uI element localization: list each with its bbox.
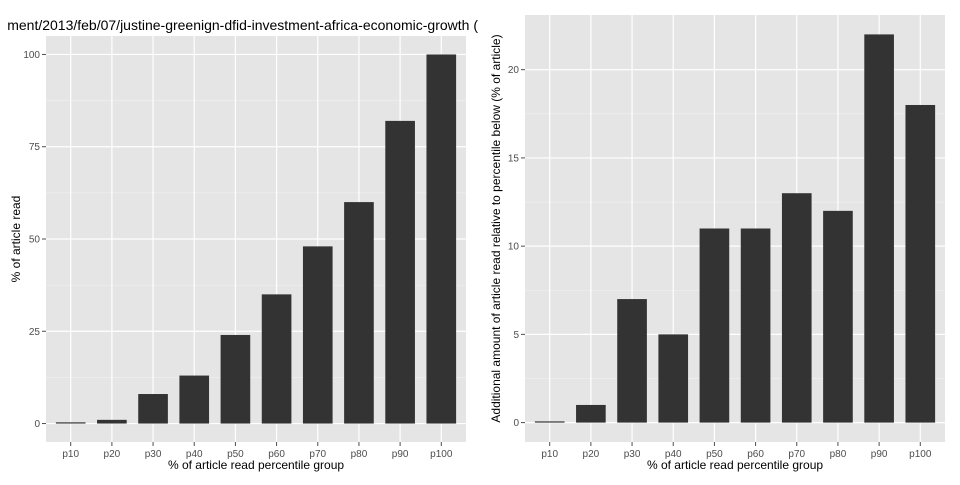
x-tick-label: p10	[62, 449, 79, 460]
x-tick-label: p70	[788, 449, 805, 460]
bar-p20	[97, 419, 127, 424]
x-tick-label: p50	[227, 449, 244, 460]
bar-p90	[864, 34, 894, 423]
x-tick-label: p10	[541, 449, 558, 460]
y-tick-label: 0	[513, 418, 519, 429]
x-tick-label: p30	[624, 449, 641, 460]
bar-p10	[534, 421, 565, 423]
bar-p70	[302, 246, 333, 424]
bar-p80	[823, 210, 853, 423]
y-tick-label: 75	[29, 142, 41, 153]
x-tick-label: p90	[871, 449, 888, 460]
bar-p20	[576, 404, 606, 423]
bar-p50	[220, 334, 251, 424]
x-tick-label: p50	[706, 449, 723, 460]
bar-p50	[699, 228, 730, 423]
x-tick-label: p90	[392, 449, 409, 460]
bar-p10	[55, 422, 86, 424]
bar-p80	[344, 202, 374, 424]
y-axis-title: % of article read	[9, 196, 23, 283]
bar-p40	[658, 334, 689, 423]
x-tick-label: p60	[747, 449, 764, 460]
bar-p30	[138, 394, 168, 424]
chart-panel-2: 0 5 10 15 20 p10 p20 p30 p40 p50 p60 p70 p80 p90 p100%…	[489, 15, 945, 472]
x-axis-title: % of article read percentile group	[647, 458, 823, 472]
x-tick-label: p30	[145, 449, 162, 460]
x-tick-label: p100	[430, 449, 453, 460]
y-tick-label: 0	[34, 419, 40, 430]
bar-p30	[617, 299, 647, 423]
chart-panel-1: 0 25 50 75 100 p10 p20 p30 p40 p50 p60 p70 p80 p90 p10…	[9, 36, 466, 472]
bar-p70	[781, 193, 812, 423]
x-tick-label: p40	[186, 449, 203, 460]
bar-p60	[261, 294, 292, 424]
x-axis-title: % of article read percentile group	[168, 458, 344, 472]
x-tick-label: p20	[104, 449, 121, 460]
bar-p60	[740, 228, 771, 423]
bar-p90	[385, 120, 415, 424]
y-tick-label: 25	[29, 327, 41, 338]
x-tick-label: p80	[830, 449, 847, 460]
x-tick-label: p60	[268, 449, 285, 460]
y-tick-label: 15	[508, 153, 520, 164]
x-tick-label: p40	[665, 449, 682, 460]
y-axis-title: Additional amount of article read relati…	[489, 34, 503, 422]
y-tick-label: 100	[23, 50, 40, 61]
bar-p100	[426, 54, 457, 424]
y-tick-label: 20	[508, 65, 520, 76]
y-tick-label: 5	[513, 330, 519, 341]
y-tick-label: 50	[29, 235, 41, 246]
x-tick-label: p70	[309, 449, 326, 460]
y-tick-label: 10	[508, 242, 520, 253]
bar-p100	[905, 104, 936, 423]
chart-title: ment/2013/feb/07/justine-greenign-dfid-i…	[7, 17, 478, 33]
x-tick-label: p100	[909, 449, 932, 460]
x-tick-label: p20	[583, 449, 600, 460]
bar-p40	[179, 375, 210, 424]
x-tick-label: p80	[351, 449, 368, 460]
